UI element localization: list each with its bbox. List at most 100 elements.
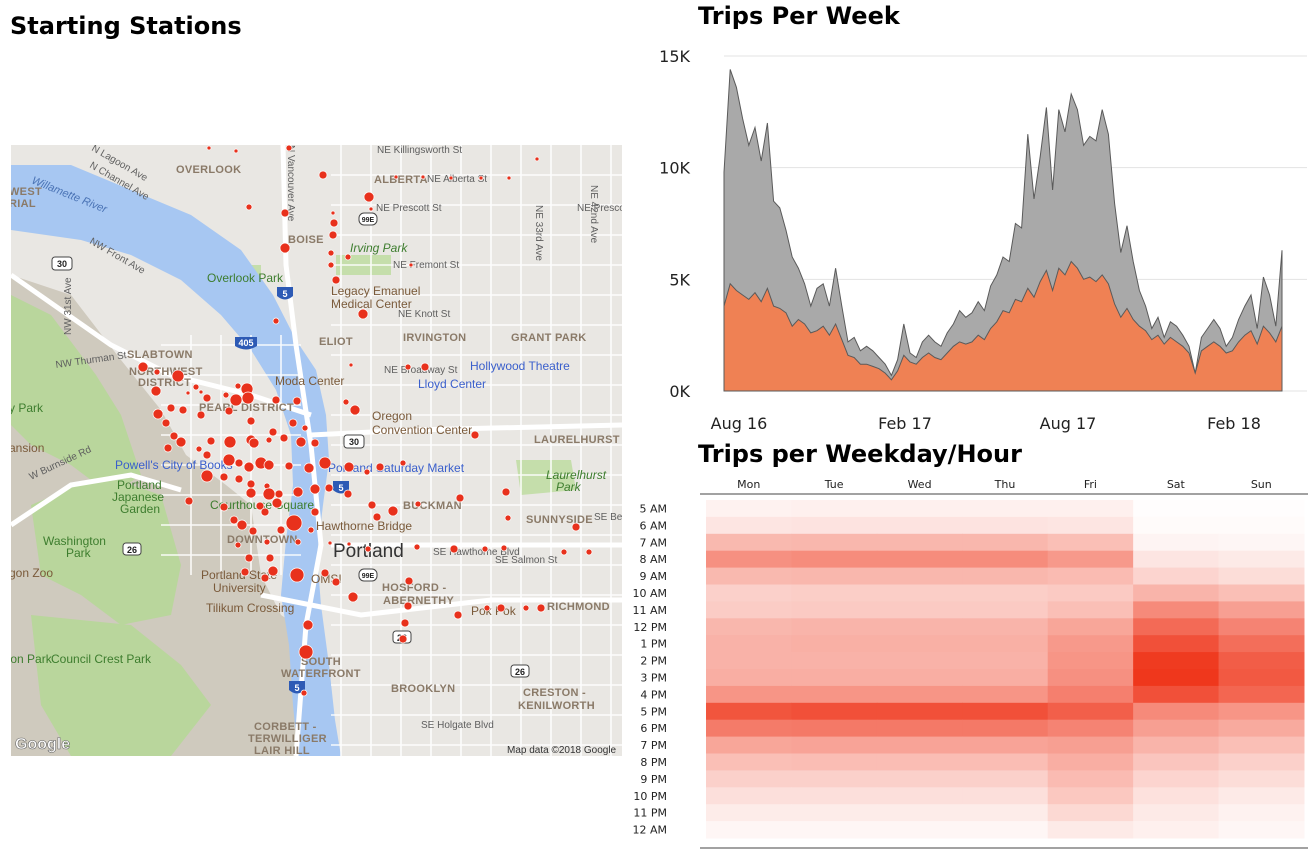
station-dot[interactable] (222, 391, 230, 399)
station-dot[interactable] (404, 576, 414, 586)
station-dot[interactable] (202, 450, 212, 460)
station-dot[interactable] (198, 389, 204, 395)
station-dot[interactable] (222, 453, 236, 467)
station-dot[interactable] (274, 489, 284, 499)
station-dot[interactable] (481, 545, 489, 553)
station-dot[interactable] (268, 427, 278, 437)
station-dot[interactable] (206, 145, 212, 151)
station-dot[interactable] (364, 545, 372, 553)
station-dot[interactable] (413, 543, 421, 551)
station-dot[interactable] (298, 644, 314, 660)
station-dot[interactable] (331, 577, 341, 587)
station-dot[interactable] (342, 398, 350, 406)
station-dot[interactable] (284, 461, 294, 471)
station-dot[interactable] (161, 418, 171, 428)
station-dot[interactable] (260, 507, 270, 517)
station-dot[interactable] (327, 249, 335, 257)
station-dot[interactable] (368, 206, 374, 212)
station-dot[interactable] (241, 391, 255, 405)
station-dot[interactable] (534, 156, 540, 162)
station-dot[interactable] (202, 393, 212, 403)
station-dot[interactable] (343, 461, 355, 473)
station-dot[interactable] (263, 459, 275, 471)
station-dot[interactable] (163, 443, 173, 453)
station-dot[interactable] (279, 242, 291, 254)
station-dot[interactable] (363, 468, 371, 476)
station-dot[interactable] (279, 433, 289, 443)
station-dot[interactable] (219, 472, 229, 482)
station-dot[interactable] (234, 382, 242, 390)
station-dot[interactable] (178, 405, 188, 415)
station-dot[interactable] (243, 461, 255, 473)
station-dot[interactable] (501, 487, 511, 497)
station-dot[interactable] (200, 469, 214, 483)
station-dot[interactable] (195, 445, 203, 453)
station-dot[interactable] (267, 565, 279, 577)
station-dot[interactable] (522, 604, 530, 612)
station-dot[interactable] (328, 230, 338, 240)
station-dot[interactable] (318, 456, 332, 470)
station-dot[interactable] (448, 175, 454, 181)
station-dot[interactable] (265, 436, 273, 444)
station-dot[interactable] (244, 553, 254, 563)
station-dot[interactable] (169, 431, 179, 441)
station-dot[interactable] (192, 383, 200, 391)
starting-stations-map[interactable]: NE Killingsworth St OVERLOOK ALBERTA NE … (11, 145, 622, 756)
station-dot[interactable] (496, 603, 506, 613)
station-dot[interactable] (357, 308, 369, 320)
station-dot[interactable] (331, 275, 341, 285)
station-dot[interactable] (171, 369, 185, 383)
station-dot[interactable] (346, 541, 352, 547)
station-dot[interactable] (300, 689, 308, 697)
station-dot[interactable] (265, 553, 275, 563)
station-dot[interactable] (455, 493, 465, 503)
station-dot[interactable] (403, 601, 413, 611)
station-dot[interactable] (309, 483, 321, 495)
station-dot[interactable] (367, 500, 377, 510)
station-dot[interactable] (246, 416, 256, 426)
station-dot[interactable] (219, 502, 229, 512)
station-dot[interactable] (276, 525, 286, 535)
station-dot[interactable] (234, 474, 244, 484)
station-dot[interactable] (344, 253, 352, 261)
station-dot[interactable] (272, 317, 280, 325)
station-dot[interactable] (166, 403, 176, 413)
station-dot[interactable] (307, 526, 315, 534)
station-dot[interactable] (292, 486, 304, 498)
station-dot[interactable] (400, 618, 410, 628)
map-canvas[interactable]: NE Killingsworth St OVERLOOK ALBERTA NE … (11, 145, 622, 756)
station-dot[interactable] (289, 567, 305, 583)
station-dot[interactable] (236, 519, 248, 531)
station-dot[interactable] (185, 390, 191, 396)
station-dot[interactable] (255, 501, 265, 511)
station-dot[interactable] (288, 418, 298, 428)
station-dot[interactable] (152, 408, 164, 420)
station-dot[interactable] (504, 514, 512, 522)
station-dot[interactable] (224, 406, 234, 416)
station-dot[interactable] (223, 435, 237, 449)
station-dot[interactable] (153, 368, 161, 376)
station-dot[interactable] (294, 538, 302, 546)
station-dot[interactable] (196, 410, 206, 420)
station-dot[interactable] (330, 210, 336, 216)
station-dot[interactable] (292, 396, 302, 406)
station-dot[interactable] (310, 507, 320, 517)
station-dot[interactable] (248, 526, 258, 536)
station-dot[interactable] (175, 436, 187, 448)
station-dot[interactable] (404, 363, 412, 371)
station-dot[interactable] (233, 148, 239, 154)
station-dot[interactable] (324, 483, 334, 493)
station-dot[interactable] (387, 505, 399, 517)
station-dot[interactable] (320, 568, 330, 578)
station-dot[interactable] (571, 522, 581, 532)
station-dot[interactable] (248, 437, 260, 449)
station-dot[interactable] (310, 438, 320, 448)
station-dot[interactable] (327, 261, 335, 269)
station-dot[interactable] (150, 385, 162, 397)
station-dot[interactable] (303, 462, 315, 474)
station-dot[interactable] (398, 634, 408, 644)
station-dot[interactable] (408, 262, 414, 268)
station-dot[interactable] (500, 544, 508, 552)
station-dot[interactable] (414, 500, 422, 508)
station-dot[interactable] (245, 487, 257, 499)
